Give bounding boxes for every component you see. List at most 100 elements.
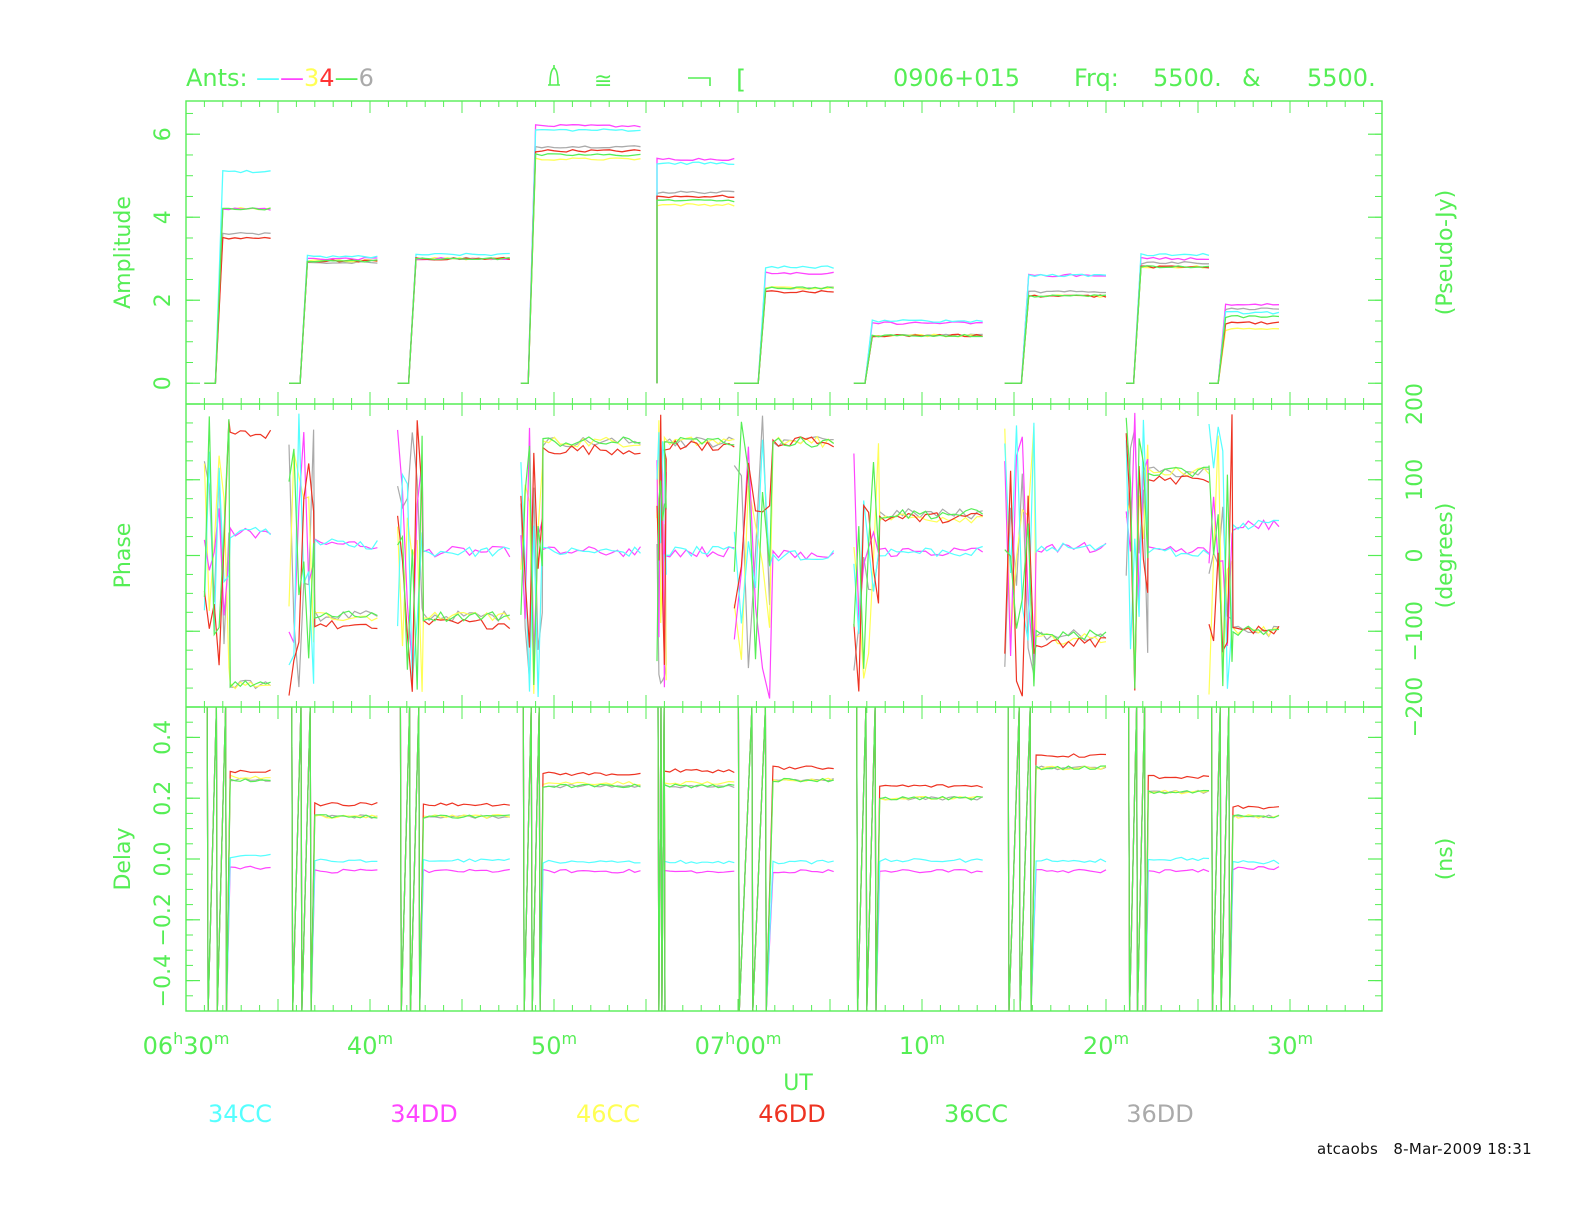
legend-entry: 34DD <box>390 1100 458 1128</box>
phase-line-34CC <box>1125 419 1210 650</box>
phase-line-46CC <box>733 435 835 660</box>
amplitude-line-36CC <box>1209 314 1280 384</box>
y-tick-label: −200 <box>1403 677 1428 737</box>
amplitude-line-34DD <box>734 271 834 384</box>
phase-line-34CC <box>288 413 378 684</box>
phase-line-36DD <box>203 461 271 690</box>
phase-line-34CC <box>1004 422 1107 641</box>
series-legend: 34CC 34DD 46CC 46DD 36CC 36DD <box>208 1100 1194 1128</box>
y-tick-label: 0.4 <box>151 720 176 755</box>
y-unit-label: (degrees) <box>1433 503 1458 609</box>
phase-line-34CC <box>656 432 735 575</box>
phase-line-34CC <box>397 472 510 682</box>
phase-line-36CC <box>203 416 271 689</box>
antenna-legend-part: 6 <box>359 64 374 92</box>
delay-line-36DD <box>291 706 378 1012</box>
delay-line-36CC <box>399 706 510 1012</box>
frequency-label: Frq: <box>1074 64 1119 92</box>
delay-line-46DD <box>399 706 510 1012</box>
delay-line-46CC <box>657 706 735 1012</box>
amplitude-line-34DD <box>520 124 641 384</box>
y-tick-label: 2 <box>151 293 176 307</box>
phase-line-34DD <box>288 432 378 644</box>
delay-line-36CC <box>737 706 834 1012</box>
delay-line-46DD <box>291 706 378 1012</box>
footer-date: 8-Mar-2009 18:31 <box>1393 1140 1532 1158</box>
y-unit-label: (ns) <box>1433 838 1458 881</box>
amplitude-line-36DD <box>204 231 271 384</box>
delay-line-36DD <box>399 706 510 1012</box>
amplitude-line-34CC <box>734 265 834 384</box>
amplitude-line-36CC <box>289 259 378 384</box>
y-tick-label: 200 <box>1403 383 1428 425</box>
amplitude-line-34CC <box>204 169 271 384</box>
phase-line-46CC <box>853 443 983 679</box>
phase-line-34CC <box>203 451 272 632</box>
amplitude-line-36DD <box>853 333 983 384</box>
amplitude-line-34DD <box>853 321 983 384</box>
delay-line-36DD <box>1007 706 1107 1012</box>
delay-line-34DD <box>657 706 735 1012</box>
phase-line-46CC <box>656 420 735 681</box>
phase-line-34DD <box>520 427 641 658</box>
amplitude-line-46CC <box>1209 327 1280 384</box>
amplitude-line-36DD <box>656 190 735 384</box>
phase-line-46DD <box>1004 470 1106 697</box>
y-tick-label: −0.2 <box>151 893 176 946</box>
amplitude-line-36DD <box>1126 261 1209 384</box>
amplitude-line-46CC <box>289 259 378 384</box>
open-bracket-icon: [ <box>736 65 746 95</box>
delay-line-46DD <box>657 706 735 1012</box>
antenna-legend-part: — <box>256 64 280 92</box>
x-tick-label: 10m <box>899 1029 945 1060</box>
phase-line-36CC <box>397 435 510 690</box>
amplitude-line-46DD <box>1126 265 1210 384</box>
y-axis-label: Phase <box>111 523 136 589</box>
y-tick-label: 100 <box>1403 459 1428 501</box>
x-tick-label: 40m <box>347 1029 393 1060</box>
phase-line-34CC <box>733 439 835 624</box>
phase-line-34DD <box>656 441 735 688</box>
amplitude-line-36CC <box>1004 294 1107 384</box>
amplitude-line-46DD <box>289 259 378 384</box>
delay-line-46CC <box>399 706 510 1012</box>
amplitude-line-34CC <box>1004 273 1107 384</box>
amplitude-line-46DD <box>204 236 271 384</box>
legend-entry: 36CC <box>944 1100 1008 1128</box>
legend-entry: 46DD <box>758 1100 826 1128</box>
delay-line-36CC <box>1007 706 1107 1012</box>
y-axis-label: Amplitude <box>111 196 136 309</box>
approx-equal-icon: ≅ <box>594 69 612 94</box>
amplitude-line-34DD <box>1004 273 1107 384</box>
y-unit-label: (Pseudo-Jy) <box>1433 190 1458 316</box>
y-tick-label: −100 <box>1403 601 1428 661</box>
amplitude-line-36DD <box>734 286 834 384</box>
x-tick-label: 07h00m <box>695 1029 782 1060</box>
phase-line-36CC <box>656 436 735 662</box>
amplitude-line-46CC <box>734 286 834 384</box>
footer-user: atcaobs <box>1316 1140 1379 1158</box>
phase-line-46DD <box>520 443 641 648</box>
amplitude-line-46CC <box>1004 294 1107 384</box>
phase-line-34DD <box>1004 436 1107 666</box>
phase-line-36CC <box>1004 523 1107 687</box>
amplitude-line-46CC <box>656 203 735 384</box>
bell-icon <box>548 65 560 86</box>
legend-entry: 34CC <box>208 1100 272 1128</box>
delay-line-34DD <box>1007 706 1107 1012</box>
amplitude-line-34DD <box>656 157 735 384</box>
y-tick-label: −0.4 <box>151 954 176 1007</box>
delay-line-34DD <box>291 706 378 1012</box>
delay-line-34CC <box>399 706 510 1012</box>
amplitude-line-36DD <box>520 145 641 384</box>
x-axis-label: UT <box>783 1071 813 1096</box>
delay-line-34CC <box>657 706 735 1012</box>
x-tick-label: 50m <box>531 1029 577 1060</box>
legend-entry: 46CC <box>576 1100 640 1128</box>
delay-line-36CC <box>1211 706 1280 1012</box>
delay-line-36CC <box>1128 706 1210 1012</box>
header: Ants: ——34—6 ≅ [ 0906+015 Frq: 5500. & 5… <box>186 64 1376 95</box>
antenna-legend: ——34—6 <box>256 64 374 92</box>
phase-line-36CC <box>1208 465 1280 687</box>
